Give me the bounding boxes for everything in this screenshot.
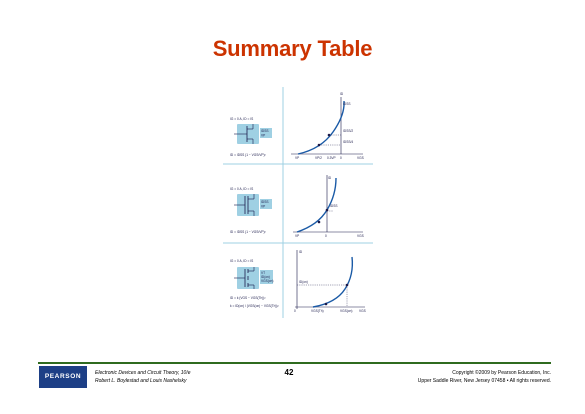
enhancement-axis-y: ID [299, 250, 303, 254]
jfet-mark-idss-half: IDSS/2 [343, 129, 353, 133]
depletion-conditions: IG = 0 A, ID = IS [230, 187, 253, 191]
jfet-equation: ID = IDSS (1 − VGS/VP)² [230, 153, 266, 157]
enhancement-equation-2: k = ID(on) / (VGS(on) − VGS(Th))² [230, 304, 279, 308]
enhancement-transfer-curve: ID ID(on) VGS(Th) VGS(on) 0 VGS [294, 250, 366, 313]
copyright-line-1: Copyright ©2009 by Pearson Education, In… [452, 370, 551, 376]
enhancement-equation: ID = k (VGS − VGS(Th))² [230, 296, 265, 300]
jfet-axis-x: VGS [357, 156, 364, 160]
depletion-mosfet-row: IG = 0 A, ID = IS IDSS VP ID = IDSS (1 −… [230, 175, 364, 238]
pearson-logo: PEARSON [39, 366, 87, 388]
book-title: Electronic Devices and Circuit Theory, 1… [95, 370, 191, 376]
enhancement-mark-id-on: ID(on) [299, 280, 308, 284]
enhancement-axis-x: VGS [359, 309, 366, 313]
summary-table-graphic: IG = 0 A, ID = IS IDSS VP ID = IDSS (1 −… [223, 87, 373, 318]
slide-title: Summary Table [212, 36, 373, 61]
depletion-mark-zero: 0 [325, 234, 327, 238]
jfet-mark-idss-quarter: IDSS/4 [343, 140, 353, 144]
depletion-transfer-curve: ID IDSS VP 0 VGS [293, 175, 364, 238]
enhancement-mosfet-symbol [234, 267, 259, 289]
summary-table-figure: IG = 0 A, ID = IS IDSS VP ID = IDSS (1 −… [223, 87, 373, 318]
depletion-mosfet-symbol [234, 194, 259, 216]
book-authors: Robert L. Boylestad and Louis Nashelsky [95, 378, 187, 384]
enhancement-param-id-on: ID(on) [261, 275, 270, 279]
enhancement-param-vgs-on: VGS(on) [261, 279, 273, 283]
jfet-param-vp: VP [261, 134, 265, 138]
jfet-param-idss: IDSS [261, 129, 268, 133]
depletion-param-idss: IDSS [261, 200, 268, 204]
enhancement-conditions: IG = 0 A, ID = IS [230, 259, 253, 263]
jfet-mark-vp: VP [295, 156, 299, 160]
depletion-axis-x: VGS [357, 234, 364, 238]
enhancement-mark-vgs-th: VGS(Th) [311, 309, 324, 313]
footer-rule [38, 362, 551, 364]
jfet-mark-idss: IDSS [343, 102, 350, 106]
enhancement-mosfet-row: IG = 0 A, ID = IS VT ID(on) VGS(on) ID =… [230, 250, 366, 313]
jfet-conditions: IG = 0 A, ID = IS [230, 117, 253, 121]
jfet-mark-vp-half: VP/2 [315, 156, 322, 160]
jfet-symbol [234, 124, 259, 144]
depletion-mark-idss: IDSS [330, 204, 337, 208]
depletion-axis-y: ID [328, 176, 332, 180]
jfet-mark-03vp: 0.3VP [327, 156, 336, 160]
depletion-mark-vp: VP [295, 234, 299, 238]
copyright-line-2: Upper Saddle River, New Jersey 07458 • A… [417, 378, 551, 384]
jfet-axis-y: ID [340, 92, 344, 96]
jfet-row: IG = 0 A, ID = IS IDSS VP ID = IDSS (1 −… [230, 92, 364, 160]
jfet-mark-zero: 0 [340, 156, 342, 160]
enhancement-param-vt: VT [261, 271, 265, 275]
page-number: 42 [284, 368, 294, 377]
depletion-equation: ID = IDSS (1 − VGS/VP)² [230, 230, 266, 234]
depletion-param-vp: VP [261, 205, 265, 209]
enhancement-mark-zero: 0 [294, 309, 296, 313]
jfet-transfer-curve: ID VGS IDSS IDSS/2 IDSS/4 VP VP/2 0.3VP … [291, 92, 364, 160]
enhancement-mark-vgs-on: VGS(on) [340, 309, 352, 313]
